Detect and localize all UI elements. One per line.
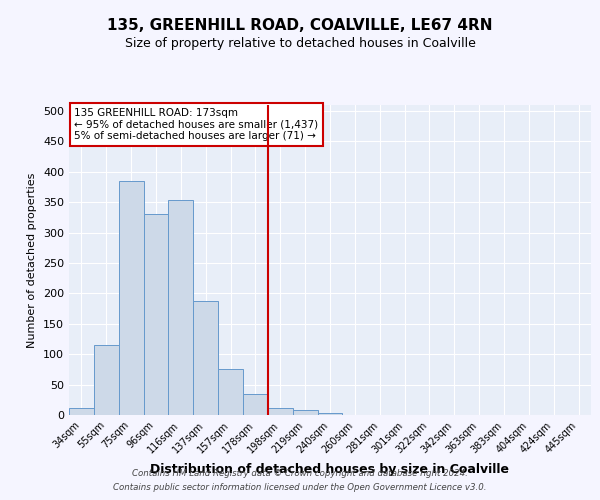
Bar: [317, 413, 343, 415]
X-axis label: Distribution of detached houses by size in Coalville: Distribution of detached houses by size …: [151, 463, 509, 476]
Bar: [293, 410, 317, 415]
Y-axis label: Number of detached properties: Number of detached properties: [28, 172, 37, 348]
Bar: [169, 200, 193, 415]
Text: 135, GREENHILL ROAD, COALVILLE, LE67 4RN: 135, GREENHILL ROAD, COALVILLE, LE67 4RN: [107, 18, 493, 32]
Bar: [243, 394, 268, 415]
Bar: [119, 181, 143, 415]
Bar: [94, 345, 119, 415]
Bar: [218, 369, 243, 415]
Text: Contains HM Land Registry data © Crown copyright and database right 2024.: Contains HM Land Registry data © Crown c…: [132, 468, 468, 477]
Bar: [143, 214, 169, 415]
Bar: [268, 408, 293, 415]
Bar: [193, 300, 218, 415]
Bar: [69, 408, 94, 415]
Text: Size of property relative to detached houses in Coalville: Size of property relative to detached ho…: [125, 38, 475, 51]
Text: Contains public sector information licensed under the Open Government Licence v3: Contains public sector information licen…: [113, 484, 487, 492]
Text: 135 GREENHILL ROAD: 173sqm
← 95% of detached houses are smaller (1,437)
5% of se: 135 GREENHILL ROAD: 173sqm ← 95% of deta…: [74, 108, 319, 142]
